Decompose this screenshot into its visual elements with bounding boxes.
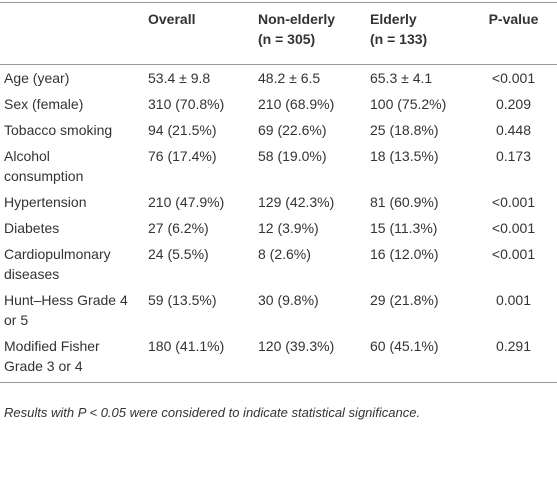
header-label: Overall (148, 11, 196, 27)
header-row: Overall Non-elderly (n = 305) Elderly (n = 1… (0, 2, 557, 65)
table-row: Modified Fisher Grade 3 or 4 180 (41.1%) 1… (0, 333, 557, 383)
cell: 60 (45.1%) (362, 333, 470, 383)
row-label: Age (year) (4, 70, 70, 86)
cell: 27 (6.2%) (148, 220, 209, 236)
cell: <0.001 (491, 246, 536, 262)
cell: <0.001 (491, 220, 536, 236)
cell: 8 (2.6%) (258, 246, 311, 262)
cell: 0.448 (495, 122, 532, 138)
cell: <0.001 (491, 194, 536, 210)
row-label: Tobacco smoking (4, 122, 113, 138)
cell: 81 (60.9%) (370, 194, 439, 210)
cell: 58 (19.0%) (258, 148, 327, 164)
cell: 48.2 ± 6.5 (258, 70, 321, 86)
cell: 65.3 ± 4.1 (370, 70, 433, 86)
table-row: Diabetes 27 (6.2%) 12 (3.9%) 15 (11.3%) <0.0… (0, 215, 557, 241)
cell: 310 (70.8%) (148, 96, 225, 112)
cell: 180 (41.1%) (140, 333, 250, 383)
cell: 69 (22.6%) (258, 122, 327, 138)
table-row: Cardiopulmonary diseases 24 (5.5%) 8 (2.6%… (0, 241, 557, 287)
cell: 120 (39.3%) (250, 333, 362, 383)
header-label: P-value (488, 11, 539, 27)
cell: 12 (3.9%) (258, 220, 319, 236)
data-table: Overall Non-elderly (n = 305) Elderly (n = 1… (0, 2, 557, 383)
cell: 25 (18.8%) (370, 122, 439, 138)
row-label: Hypertension (4, 194, 87, 210)
row-label: Sex (female) (4, 96, 84, 112)
header-label: Elderly (370, 11, 417, 27)
cell: 59 (13.5%) (148, 292, 217, 308)
table-row: Alcohol consumption 76 (17.4%) 58 (19.0%) 1… (0, 143, 557, 189)
cell: 15 (11.3%) (370, 220, 438, 236)
row-label: Alcohol consumption (4, 148, 84, 184)
row-label: Diabetes (4, 220, 60, 236)
header-cell: P-value (470, 2, 557, 65)
cell: 18 (13.5%) (370, 148, 439, 164)
table-row: Sex (female) 310 (70.8%) 210 (68.9%) 100 (7… (0, 91, 557, 117)
cell: <0.001 (491, 70, 536, 86)
header-label: Non-elderly (258, 11, 336, 27)
cell: 24 (5.5%) (148, 246, 209, 262)
header-cell: Elderly (n = 133) (362, 2, 470, 65)
table-row: Age (year) 53.4 ± 9.8 48.2 ± 6.5 65.3 ± 4.1… (0, 65, 557, 92)
row-label: Modified Fisher Grade 3 or 4 (0, 333, 140, 383)
cell: 100 (75.2%) (370, 96, 447, 112)
row-label: Hunt–Hess Grade 4 or 5 (4, 292, 128, 328)
cell: 0.209 (495, 96, 532, 112)
cell: 210 (68.9%) (258, 96, 335, 112)
header-cell (0, 2, 140, 65)
header-sub: (n = 133) (370, 31, 428, 47)
cell: 30 (9.8%) (258, 292, 319, 308)
table-row: Hunt–Hess Grade 4 or 5 59 (13.5%) 30 (9.8%… (0, 287, 557, 333)
cell: 76 (17.4%) (148, 148, 217, 164)
cell: 53.4 ± 9.8 (148, 70, 211, 86)
header-cell: Non-elderly (n = 305) (250, 2, 362, 65)
cell: 0.001 (495, 292, 532, 308)
cell: 0.173 (495, 148, 532, 164)
row-label: Cardiopulmonary diseases (4, 246, 111, 282)
cell: 0.291 (470, 333, 557, 383)
table-row: Hypertension 210 (47.9%) 129 (42.3%) 81 (60… (0, 189, 557, 215)
cell: 94 (21.5%) (148, 122, 217, 138)
footnote: Results with P < 0.05 were considered to… (4, 405, 421, 420)
cell: 129 (42.3%) (258, 194, 335, 210)
header-sub: (n = 305) (258, 31, 316, 47)
cell: 29 (21.8%) (370, 292, 439, 308)
cell: 16 (12.0%) (370, 246, 439, 262)
header-cell: Overall (140, 2, 250, 65)
cell: 210 (47.9%) (148, 194, 225, 210)
table-row: Tobacco smoking 94 (21.5%) 69 (22.6%) 25 (1… (0, 117, 557, 143)
